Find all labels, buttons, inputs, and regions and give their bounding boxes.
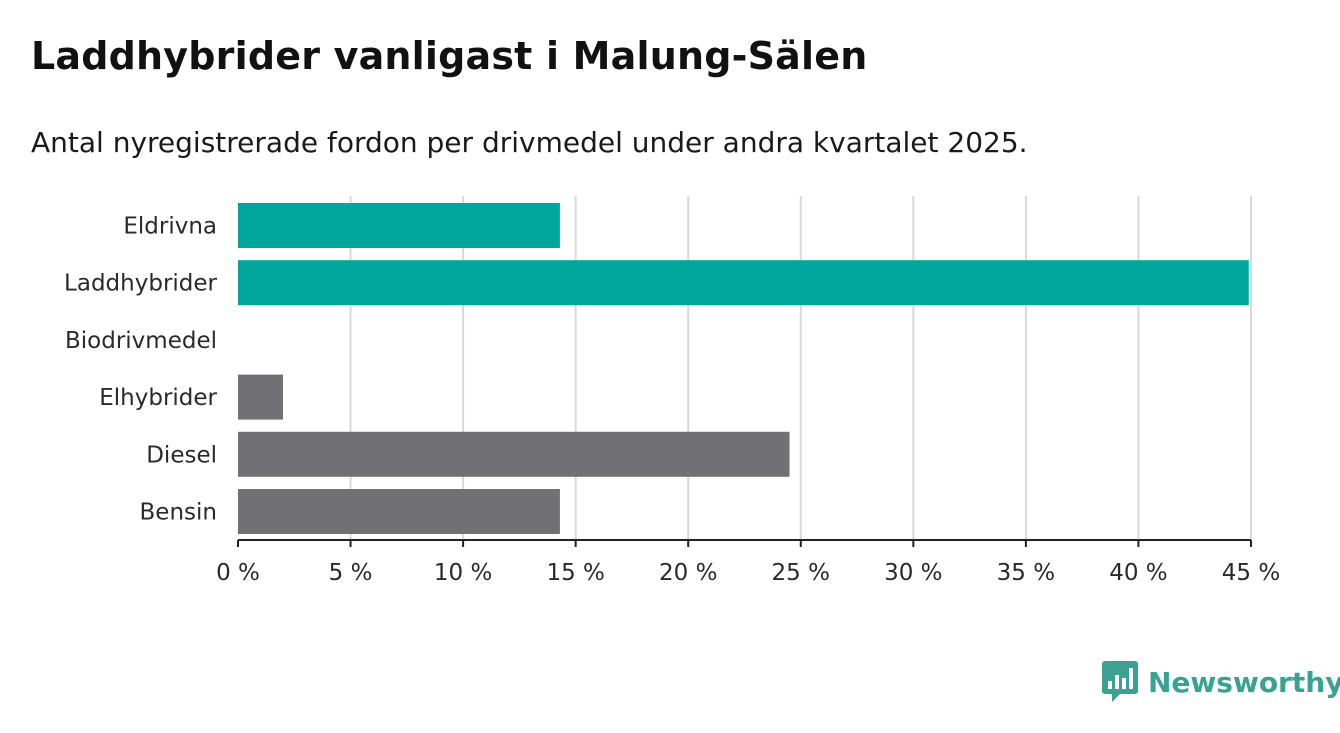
x-tick-label: 10 %: [434, 560, 492, 586]
x-tick-label: 15 %: [546, 560, 604, 586]
x-tick-label: 30 %: [884, 560, 942, 586]
bar-laddhybrider: [238, 260, 1249, 306]
x-tick-label: 5 %: [329, 560, 373, 586]
category-labels: Eldrivna Laddhybrider Biodrivmedel Elhybrid…: [64, 214, 217, 526]
bars: [238, 203, 1249, 534]
bar-elhybrider: [238, 374, 284, 420]
category-label: Laddhybrider: [64, 271, 217, 297]
x-tick-label: 45 %: [1222, 560, 1280, 586]
bar-diesel: [238, 431, 790, 477]
grid-lines: [349, 196, 1252, 540]
brand-name: Newsworthy: [1148, 665, 1340, 699]
brand-logo: Newsworthy: [1102, 660, 1340, 704]
bar-eldrivna: [238, 203, 560, 248]
x-tick-label: 25 %: [772, 560, 830, 586]
category-label: Bensin: [140, 500, 217, 526]
category-label: Biodrivmedel: [65, 328, 217, 354]
x-tick-label: 0 %: [216, 560, 260, 586]
category-label: Elhybrider: [99, 385, 217, 411]
bar-bensin: [238, 489, 560, 534]
chart-subtitle: Antal nyregistrerade fordon per drivmede…: [31, 126, 1028, 159]
category-label: Eldrivna: [123, 214, 217, 240]
x-tick-label: 40 %: [1109, 560, 1167, 586]
chart-title: Laddhybrider vanligast i Malung-Sälen: [31, 34, 868, 78]
x-axis: 0 % 5 % 10 % 15 % 20 % 25 % 30 % 35 % 40 % 45 %: [216, 539, 1280, 586]
category-label: Diesel: [146, 442, 217, 468]
newsworthy-logo-icon: [1102, 661, 1138, 702]
x-tick-label: 20 %: [659, 560, 717, 586]
x-tick-label: 35 %: [997, 560, 1055, 586]
